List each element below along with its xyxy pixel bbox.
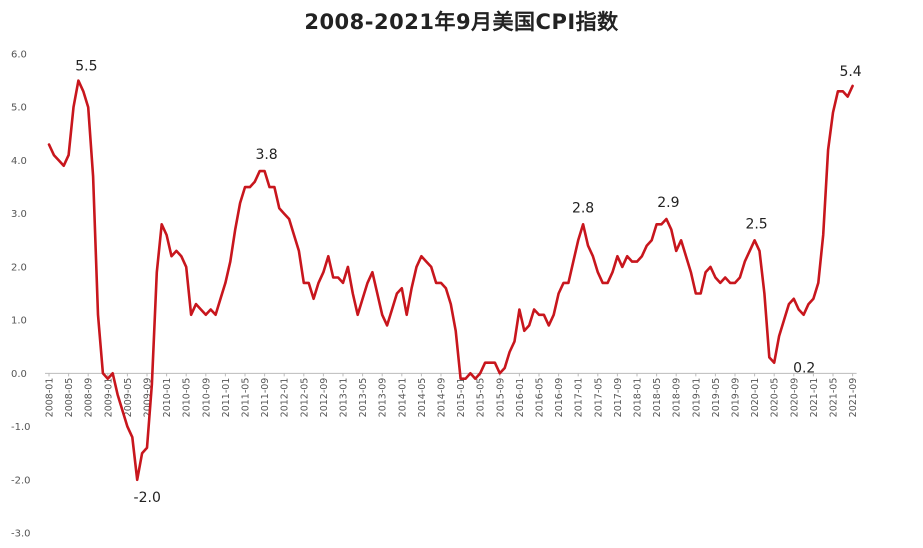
x-tick-label: 2008-05 xyxy=(64,378,75,418)
y-tick-label: 1.0 xyxy=(11,316,27,327)
x-tick-label: 2021-09 xyxy=(848,378,859,418)
x-tick-label: 2010-09 xyxy=(201,378,212,418)
data-label: 5.5 xyxy=(75,59,97,75)
y-tick-label: -3.0 xyxy=(11,529,31,540)
y-tick-label: 2.0 xyxy=(11,262,27,273)
x-tick-label: 2015-05 xyxy=(476,378,487,418)
x-tick-label: 2011-05 xyxy=(241,378,252,418)
x-tick-label: 2019-05 xyxy=(711,378,722,418)
data-label: 2.5 xyxy=(745,216,767,232)
x-tick-label: 2010-05 xyxy=(182,378,193,418)
x-tick-label: 2014-01 xyxy=(397,378,408,418)
x-tick-label: 2016-05 xyxy=(535,378,546,418)
x-tick-label: 2017-05 xyxy=(593,378,604,418)
x-tick-label: 2012-01 xyxy=(280,378,291,418)
x-tick-label: 2015-09 xyxy=(495,378,506,418)
x-tick-label: 2019-09 xyxy=(731,378,742,418)
x-tick-label: 2021-05 xyxy=(829,378,840,418)
x-tick-label: 2014-09 xyxy=(437,378,448,418)
y-axis: 6.0 5.0 4.0 3.0 2.0 1.0 0.0 -1.0 -2.0 -3.0 xyxy=(11,50,31,540)
x-axis: 2008-01 2008-05 2008-09 2009-01 2009-05 2009-… xyxy=(45,373,859,418)
y-tick-label: -1.0 xyxy=(11,422,31,433)
y-tick-label: 5.0 xyxy=(11,103,27,114)
x-tick-label: 2020-01 xyxy=(750,378,761,418)
x-tick-label: 2017-01 xyxy=(574,378,585,418)
x-tick-label: 2009-05 xyxy=(123,378,134,418)
x-tick-label: 2015-01 xyxy=(456,378,467,418)
x-tick-label: 2020-09 xyxy=(789,378,800,418)
x-tick-label: 2017-09 xyxy=(613,378,624,418)
x-tick-label: 2008-01 xyxy=(45,378,56,418)
x-tick-label: 2018-05 xyxy=(652,378,663,418)
x-tick-label: 2018-01 xyxy=(633,378,644,418)
x-tick-label: 2014-05 xyxy=(417,378,428,418)
data-label: 2.8 xyxy=(572,200,594,216)
series-line-cpi xyxy=(47,79,854,482)
data-label: 5.4 xyxy=(839,64,861,80)
annotations: 5.5 -2.0 3.8 2.8 2.9 2.5 0.2 5.4 xyxy=(75,59,862,506)
chart-title: 2008-2021年9月美国CPI指数 xyxy=(304,10,619,34)
data-label: 0.2 xyxy=(793,361,815,377)
x-tick-label: 2020-05 xyxy=(770,378,781,418)
x-tick-label: 2013-05 xyxy=(358,378,369,418)
x-tick-label: 2012-05 xyxy=(299,378,310,418)
x-tick-label: 2010-01 xyxy=(162,378,173,418)
x-tick-label: 2013-01 xyxy=(339,378,350,418)
x-tick-label: 2012-09 xyxy=(319,378,330,418)
x-tick-label: 2011-09 xyxy=(260,378,271,418)
data-label: 2.9 xyxy=(657,195,679,211)
x-tick-label: 2011-01 xyxy=(221,378,232,418)
x-tick-label: 2008-09 xyxy=(84,378,95,418)
x-tick-label: 2016-09 xyxy=(554,378,565,418)
y-tick-label: 0.0 xyxy=(11,369,27,380)
x-tick-label: 2021-01 xyxy=(809,378,820,418)
x-tick-label: 2019-01 xyxy=(691,378,702,418)
x-tick-label: 2016-01 xyxy=(515,378,526,418)
y-tick-label: 6.0 xyxy=(11,50,27,61)
series-points xyxy=(48,79,854,481)
x-tick-label: 2018-09 xyxy=(672,378,683,418)
y-tick-label: 3.0 xyxy=(11,209,27,220)
y-tick-label: 4.0 xyxy=(11,156,27,167)
data-label: -2.0 xyxy=(134,490,161,506)
x-tick-label: 2009-01 xyxy=(103,378,114,418)
x-tick-label: 2013-09 xyxy=(378,378,389,418)
x-tick-label: 2009-09 xyxy=(143,378,154,418)
data-label: 3.8 xyxy=(255,147,277,163)
y-tick-label: -2.0 xyxy=(11,475,31,486)
